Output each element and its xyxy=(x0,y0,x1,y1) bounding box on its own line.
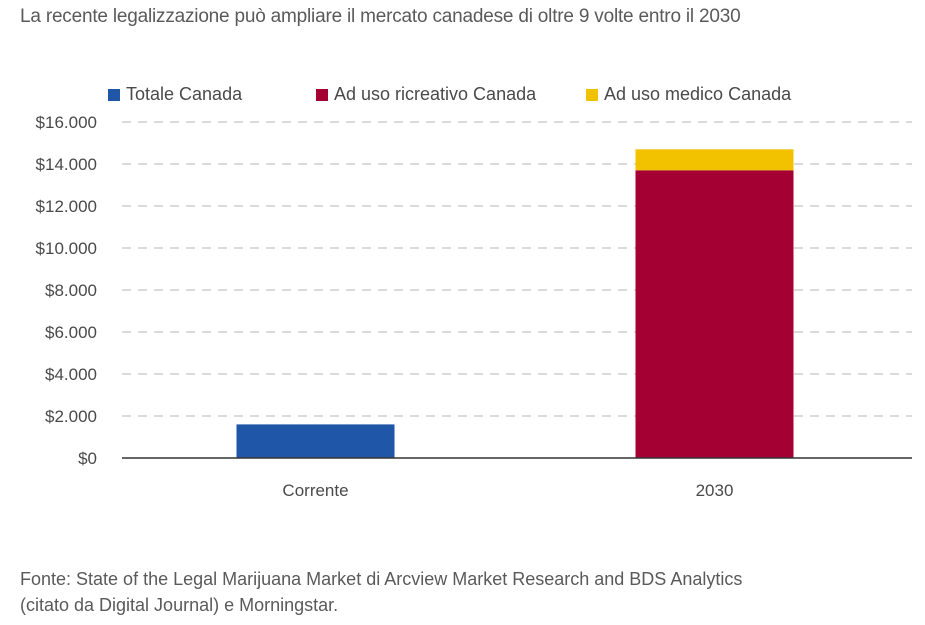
bar-corrente-0 xyxy=(236,424,395,458)
source-line-1: Fonte: State of the Legal Marijuana Mark… xyxy=(20,569,743,589)
x-category-label: Corrente xyxy=(282,481,348,500)
chart-title: La recente legalizzazione può ampliare i… xyxy=(20,6,741,27)
legend-label-ricreativo: Ad uso ricreativo Canada xyxy=(334,84,537,104)
x-axis-categories: Corrente 2030 xyxy=(282,481,733,500)
legend-item-totale: Totale Canada xyxy=(108,84,242,105)
legend-swatch-medico xyxy=(586,88,598,101)
y-tick-label: $8.000 xyxy=(45,281,97,300)
y-tick-label: $14.000 xyxy=(36,155,97,174)
legend-label-totale: Totale Canada xyxy=(126,84,243,104)
bar-2030-1 xyxy=(635,170,794,459)
bar-2030-2 xyxy=(635,149,794,171)
y-tick-label: $2.000 xyxy=(45,407,97,426)
legend-item-ricreativo: Ad uso ricreativo Canada xyxy=(316,84,536,105)
y-tick-label: $0 xyxy=(78,449,97,468)
bar-chart: $0 $2.000 $4.000 $6.000 $8.000 $10.000 $12.000… xyxy=(36,113,912,500)
source-note: Fonte: State of the Legal Marijuana Mark… xyxy=(20,566,900,618)
y-tick-label: $16.000 xyxy=(36,113,97,132)
legend-swatch-totale xyxy=(108,88,120,101)
y-tick-label: $10.000 xyxy=(36,239,97,258)
legend-swatch-ricreativo xyxy=(316,88,328,101)
y-tick-label: $12.000 xyxy=(36,197,97,216)
y-tick-label: $4.000 xyxy=(45,365,97,384)
y-tick-label: $6.000 xyxy=(45,323,97,342)
source-line-2: (citato da Digital Journal) e Morningsta… xyxy=(20,595,339,615)
legend-item-medico: Ad uso medico Canada xyxy=(586,84,791,105)
legend-label-medico: Ad uso medico Canada xyxy=(604,84,792,104)
y-axis-ticks: $0 $2.000 $4.000 $6.000 $8.000 $10.000 $12.000… xyxy=(36,113,97,468)
bars xyxy=(236,149,794,459)
x-category-label: 2030 xyxy=(696,481,734,500)
